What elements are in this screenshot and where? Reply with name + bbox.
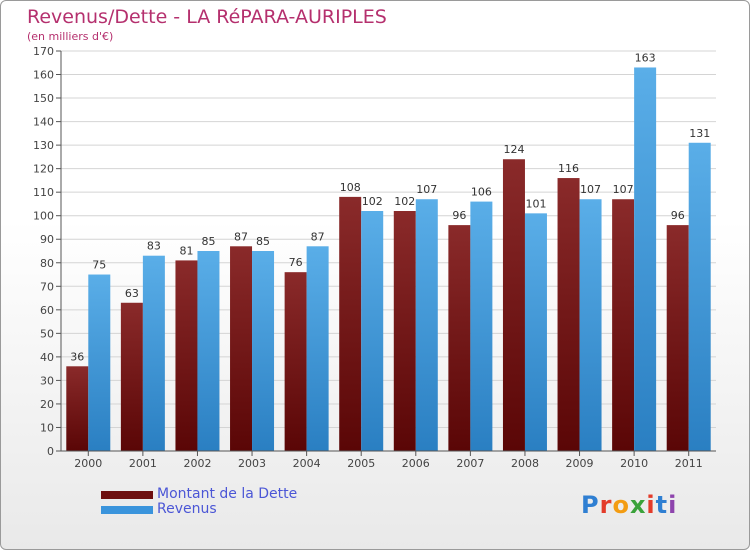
x-tick-label: 2002 — [183, 457, 211, 470]
data-label-dette: 96 — [452, 209, 466, 222]
legend-label-revenus: Revenus — [157, 501, 217, 517]
x-tick-label: 2003 — [238, 457, 266, 470]
y-tick-label: 90 — [40, 233, 54, 246]
data-label-dette: 81 — [179, 244, 193, 257]
chart-subtitle: (en milliers d'€) — [27, 30, 114, 43]
data-label-dette: 124 — [503, 143, 524, 156]
x-tick-label: 2008 — [511, 457, 539, 470]
y-tick-label: 110 — [33, 186, 54, 199]
y-tick-label: 150 — [33, 92, 54, 105]
x-tick-label: 2011 — [675, 457, 703, 470]
y-tick-label: 70 — [40, 280, 54, 293]
legend-label-dette: Montant de la Dette — [157, 486, 298, 502]
proxiti-logo: Proxiti — [581, 491, 677, 519]
x-tick-label: 2005 — [347, 457, 375, 470]
bar-revenus — [252, 251, 275, 451]
logo-letter: r — [599, 491, 613, 519]
data-label-revenus: 101 — [525, 197, 546, 210]
bar-revenus — [470, 201, 493, 451]
bar-dette — [612, 199, 635, 451]
y-tick-label: 30 — [40, 374, 54, 387]
bar-revenus — [688, 142, 711, 451]
data-label-revenus: 87 — [311, 230, 325, 243]
y-tick-label: 160 — [33, 69, 54, 82]
bar-revenus — [415, 199, 438, 451]
y-tick-label: 60 — [40, 304, 54, 317]
y-tick-label: 170 — [33, 45, 54, 58]
data-label-dette: 96 — [671, 209, 685, 222]
y-tick-label: 0 — [47, 445, 54, 458]
x-tick-label: 2004 — [293, 457, 321, 470]
data-label-revenus: 102 — [362, 195, 383, 208]
legend-swatch-dette — [101, 491, 153, 499]
data-label-dette: 87 — [234, 230, 248, 243]
y-tick-label: 100 — [33, 210, 54, 223]
data-label-revenus: 107 — [580, 183, 601, 196]
data-label-dette: 108 — [340, 181, 361, 194]
bar-revenus — [361, 211, 384, 451]
x-tick-label: 2007 — [456, 457, 484, 470]
bar-revenus — [524, 213, 547, 451]
data-label-revenus: 85 — [256, 235, 270, 248]
bar-revenus — [306, 246, 329, 451]
y-tick-label: 50 — [40, 327, 54, 340]
x-tick-label: 2006 — [402, 457, 430, 470]
bar-dette — [66, 366, 89, 451]
data-label-revenus: 83 — [147, 240, 161, 253]
logo-letter: P — [581, 491, 600, 519]
bar-dette — [339, 196, 362, 451]
data-label-revenus: 85 — [201, 235, 215, 248]
axes: 0 10 20 30 40 50 60 70 80 90 100 110 120 130 140 150 160… — [33, 45, 716, 470]
data-label-dette: 76 — [289, 256, 303, 269]
x-tick-label: 2009 — [566, 457, 594, 470]
data-label-dette: 63 — [125, 287, 139, 300]
y-tick-label: 120 — [33, 163, 54, 176]
x-tick-label: 2000 — [74, 457, 102, 470]
bar-dette — [175, 260, 198, 451]
data-label-revenus: 131 — [689, 127, 710, 140]
bar-dette — [557, 178, 580, 451]
y-tick-label: 10 — [40, 421, 54, 434]
data-label-revenus: 106 — [471, 186, 492, 199]
chart-title: Revenus/Dette - LA RéPARA-AURIPLES — [27, 6, 387, 28]
y-tick-label: 80 — [40, 257, 54, 270]
y-tick-label: 140 — [33, 116, 54, 129]
logo-letter: i — [668, 491, 678, 519]
grid-lines — [61, 50, 716, 452]
data-label-dette: 36 — [70, 350, 84, 363]
bar-revenus — [88, 274, 111, 451]
x-tick-label: 2010 — [620, 457, 648, 470]
bar-revenus — [142, 255, 165, 451]
bar-revenus — [634, 67, 657, 452]
bar-dette — [284, 272, 307, 451]
bar-revenus — [197, 251, 220, 451]
bar-dette — [393, 211, 416, 451]
bar-dette — [448, 225, 471, 451]
bars — [66, 67, 711, 452]
bar-dette — [502, 159, 525, 451]
data-label-revenus: 163 — [635, 51, 656, 64]
y-tick-label: 40 — [40, 351, 54, 364]
data-label-dette: 107 — [613, 183, 634, 196]
x-tick-label: 2001 — [129, 457, 157, 470]
bar-dette — [120, 302, 143, 451]
y-tick-label: 130 — [33, 139, 54, 152]
data-label-dette: 116 — [558, 162, 579, 175]
data-label-dette: 102 — [394, 195, 415, 208]
legend-swatch-revenus — [101, 506, 153, 514]
data-label-revenus: 75 — [92, 259, 106, 272]
bar-dette — [666, 225, 689, 451]
bar-revenus — [579, 199, 602, 451]
logo-letter: t — [655, 491, 669, 519]
logo-letter: i — [646, 491, 656, 519]
logo-letter: o — [612, 491, 630, 519]
data-label-revenus: 107 — [416, 183, 437, 196]
bar-dette — [230, 246, 253, 451]
y-tick-label: 20 — [40, 398, 54, 411]
logo-letter: x — [629, 491, 647, 519]
